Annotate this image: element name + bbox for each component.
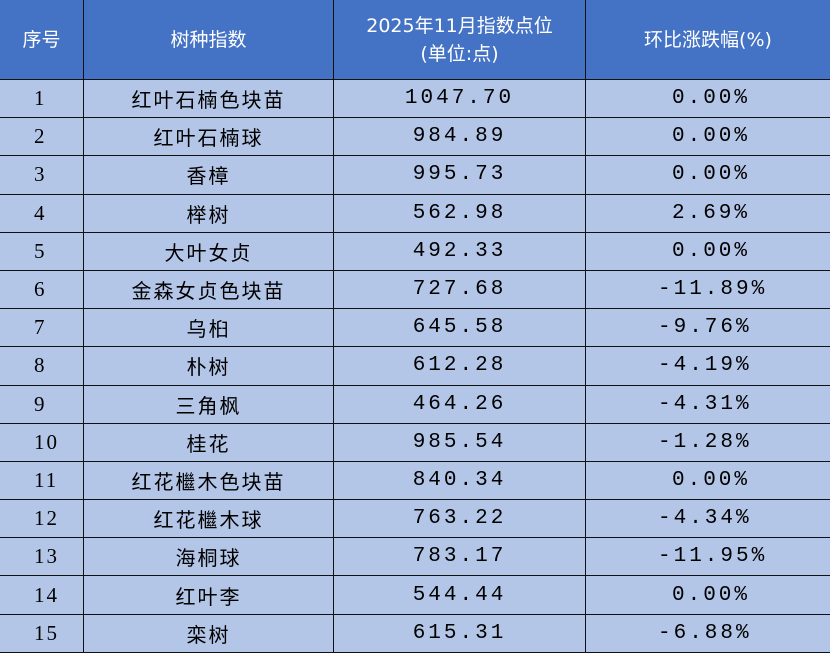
index-value: 984.89: [333, 117, 586, 157]
index-value: 612.28: [333, 346, 586, 386]
table-row: 7 乌桕 645.58 -9.76%: [0, 308, 830, 348]
index-value: 562.98: [333, 193, 586, 233]
tree-name: 大叶女贞: [83, 231, 334, 271]
row-number: 13: [0, 537, 84, 577]
change-value: -1.28%: [585, 422, 830, 462]
tree-name: 红叶李: [83, 575, 334, 615]
row-number: 15: [0, 613, 84, 653]
tree-name: 红叶石楠球: [83, 117, 334, 157]
header-no: 序号: [0, 0, 84, 80]
tree-name: 朴树: [83, 346, 334, 386]
change-value: -4.34%: [585, 499, 830, 539]
table-row: 10 桂花 985.54 -1.28%: [0, 422, 830, 462]
index-value: 763.22: [333, 499, 586, 539]
index-value: 840.34: [333, 460, 586, 501]
row-number: 10: [0, 422, 84, 462]
change-value: 2.69%: [585, 193, 830, 233]
index-value: 492.33: [333, 231, 586, 271]
tree-name: 红花檵木色块苗: [83, 460, 334, 501]
change-value: -4.19%: [585, 346, 830, 386]
table-row: 6 金森女贞色块苗 727.68 -11.89%: [0, 269, 830, 310]
index-value: 995.73: [333, 155, 586, 195]
change-value: 0.00%: [585, 460, 830, 501]
tree-name: 桂花: [83, 422, 334, 462]
change-value: -6.88%: [585, 613, 830, 653]
header-index-title: 2025年11月指数点位: [366, 14, 553, 37]
table-row: 13 海桐球 783.17 -11.95%: [0, 537, 830, 577]
table-row: 8 朴树 612.28 -4.19%: [0, 346, 830, 386]
header-change: 环比涨跌幅(%): [585, 0, 830, 80]
table-row: 14 红叶李 544.44 0.00%: [0, 575, 830, 615]
row-number: 2: [0, 117, 84, 157]
table-row: 5 大叶女贞 492.33 0.00%: [0, 231, 830, 271]
header-index-unit: (单位:点): [420, 42, 499, 65]
change-value: 0.00%: [585, 155, 830, 195]
row-number: 5: [0, 231, 84, 271]
change-value: 0.00%: [585, 575, 830, 615]
table-row: 15 栾树 615.31 -6.88%: [0, 613, 830, 653]
header-index: 2025年11月指数点位 (单位:点): [333, 0, 586, 80]
tree-name: 金森女贞色块苗: [83, 269, 334, 310]
row-number: 11: [0, 460, 84, 501]
change-value: -4.31%: [585, 384, 830, 424]
tree-name: 红花檵木球: [83, 499, 334, 539]
tree-name: 榉树: [83, 193, 334, 233]
tree-name: 栾树: [83, 613, 334, 653]
index-value: 645.58: [333, 308, 586, 348]
row-number: 9: [0, 384, 84, 424]
row-number: 14: [0, 575, 84, 615]
change-value: 0.00%: [585, 78, 830, 119]
index-value: 544.44: [333, 575, 586, 615]
row-number: 8: [0, 346, 84, 386]
index-value: 727.68: [333, 269, 586, 310]
change-value: 0.00%: [585, 117, 830, 157]
change-value: 0.00%: [585, 231, 830, 271]
change-value: -11.89%: [585, 269, 830, 310]
table-row: 12 红花檵木球 763.22 -4.34%: [0, 499, 830, 539]
row-number: 6: [0, 269, 84, 310]
index-value: 615.31: [333, 613, 586, 653]
table-row: 4 榉树 562.98 2.69%: [0, 193, 830, 233]
table-row: 3 香樟 995.73 0.00%: [0, 155, 830, 195]
tree-name: 红叶石楠色块苗: [83, 78, 334, 119]
table-row: 2 红叶石楠球 984.89 0.00%: [0, 117, 830, 157]
index-value: 783.17: [333, 537, 586, 577]
tree-name: 乌桕: [83, 308, 334, 348]
header-name: 树种指数: [83, 0, 334, 80]
row-number: 7: [0, 308, 84, 348]
tree-name: 海桐球: [83, 537, 334, 577]
tree-name: 香樟: [83, 155, 334, 195]
table-row: 11 红花檵木色块苗 840.34 0.00%: [0, 460, 830, 501]
row-number: 1: [0, 78, 84, 119]
index-value: 1047.70: [333, 78, 586, 119]
row-number: 12: [0, 499, 84, 539]
row-number: 4: [0, 193, 84, 233]
table-row: 1 红叶石楠色块苗 1047.70 0.00%: [0, 78, 830, 119]
table-row: 9 三角枫 464.26 -4.31%: [0, 384, 830, 424]
index-value: 985.54: [333, 422, 586, 462]
header-row: 序号 树种指数 2025年11月指数点位 (单位:点) 环比涨跌幅(%): [0, 0, 830, 80]
index-value: 464.26: [333, 384, 586, 424]
tree-name: 三角枫: [83, 384, 334, 424]
change-value: -9.76%: [585, 308, 830, 348]
row-number: 3: [0, 155, 84, 195]
change-value: -11.95%: [585, 537, 830, 577]
